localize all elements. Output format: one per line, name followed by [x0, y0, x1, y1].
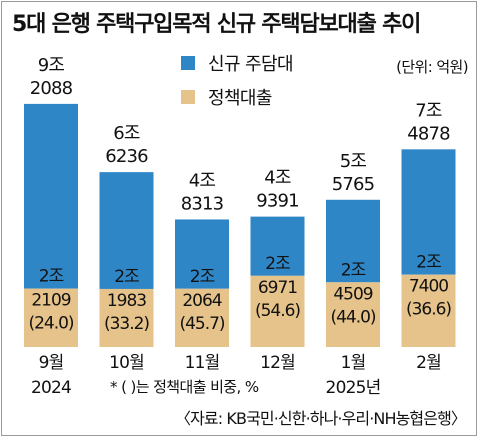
bar-total-1: [99, 172, 154, 289]
label-policy-top-3: 2조: [265, 254, 290, 274]
label-total-bottom-1: 6236: [105, 146, 148, 167]
bar-total-2: [175, 219, 229, 289]
label-policy-bottom-3: 6971: [258, 278, 297, 298]
source-note: 〈자료: KB국민·신한·하나·우리·NH농협은행〉: [175, 409, 467, 428]
label-share-0: (24.0): [28, 314, 73, 334]
label-policy-top-2: 2조: [190, 267, 215, 287]
bar-total-0: [24, 103, 78, 289]
label-policy-bottom-1: 1983: [107, 291, 146, 311]
legend-swatch-policy: [181, 90, 195, 104]
x-tick-4: 1월: [341, 353, 366, 373]
x-tick-2: 11월: [185, 353, 220, 373]
chart-title: 5대 은행 주택구입목적 신규 주택담보대출 추이: [12, 12, 421, 37]
label-policy-bottom-0: 2109: [31, 291, 70, 311]
x-year-0: 2024: [31, 378, 71, 398]
x-tick-5: 2월: [416, 353, 441, 373]
label-policy-top-1: 2조: [114, 267, 139, 287]
label-policy-top-0: 2조: [39, 267, 64, 287]
bar-policy-5: [401, 274, 456, 347]
unit-label: (단위: 억원): [396, 58, 469, 76]
label-total-bottom-0: 2088: [30, 78, 73, 99]
x-year-4: 2025년: [326, 378, 381, 398]
label-share-5: (36.6): [406, 300, 451, 320]
label-share-1: (33.2): [104, 314, 149, 334]
label-policy-top-4: 2조: [341, 260, 366, 280]
legend-item-total: 신규 주담대: [181, 52, 294, 75]
label-total-top-4: 5조: [340, 151, 367, 172]
share-note: * ( )는 정책대출 비중, %: [110, 378, 259, 396]
label-total-top-3: 4조: [264, 168, 291, 189]
label-total-top-5: 7조: [415, 100, 442, 121]
label-policy-bottom-5: 7400: [409, 277, 448, 297]
x-tick-0: 9월: [39, 353, 64, 373]
label-share-4: (44.0): [330, 307, 375, 327]
label-total-bottom-3: 9391: [256, 191, 299, 212]
label-policy-top-5: 2조: [416, 253, 441, 273]
bar-total-3: [250, 216, 305, 276]
label-policy-bottom-4: 4509: [333, 284, 372, 304]
label-total-top-1: 6조: [113, 123, 140, 144]
bar-total-4: [326, 199, 380, 283]
x-tick-3: 12월: [260, 353, 295, 373]
legend-swatch-total: [181, 56, 195, 70]
label-share-3: (54.6): [255, 301, 300, 321]
label-share-2: (45.7): [179, 314, 224, 334]
x-tick-1: 10월: [109, 353, 144, 373]
label-total-bottom-5: 4878: [407, 123, 450, 144]
label-total-bottom-2: 8313: [181, 193, 224, 214]
legend-label-total: 신규 주담대: [208, 54, 294, 75]
label-total-bottom-4: 5765: [332, 174, 375, 195]
bar-policy-4: [326, 282, 380, 347]
legend-item-policy: 정책대출: [181, 86, 293, 109]
bar-policy-0: [24, 288, 78, 347]
bar-total-5: [401, 149, 456, 275]
legend: 신규 주담대 정책대출: [181, 52, 294, 120]
legend-label-policy: 정책대출: [208, 88, 272, 109]
bar-policy-2: [175, 288, 229, 347]
label-total-top-0: 9조: [38, 55, 65, 76]
label-policy-bottom-2: 2064: [182, 291, 221, 311]
bar-policy-3: [250, 275, 305, 347]
label-total-top-2: 4조: [189, 170, 216, 191]
bar-policy-1: [99, 288, 154, 347]
